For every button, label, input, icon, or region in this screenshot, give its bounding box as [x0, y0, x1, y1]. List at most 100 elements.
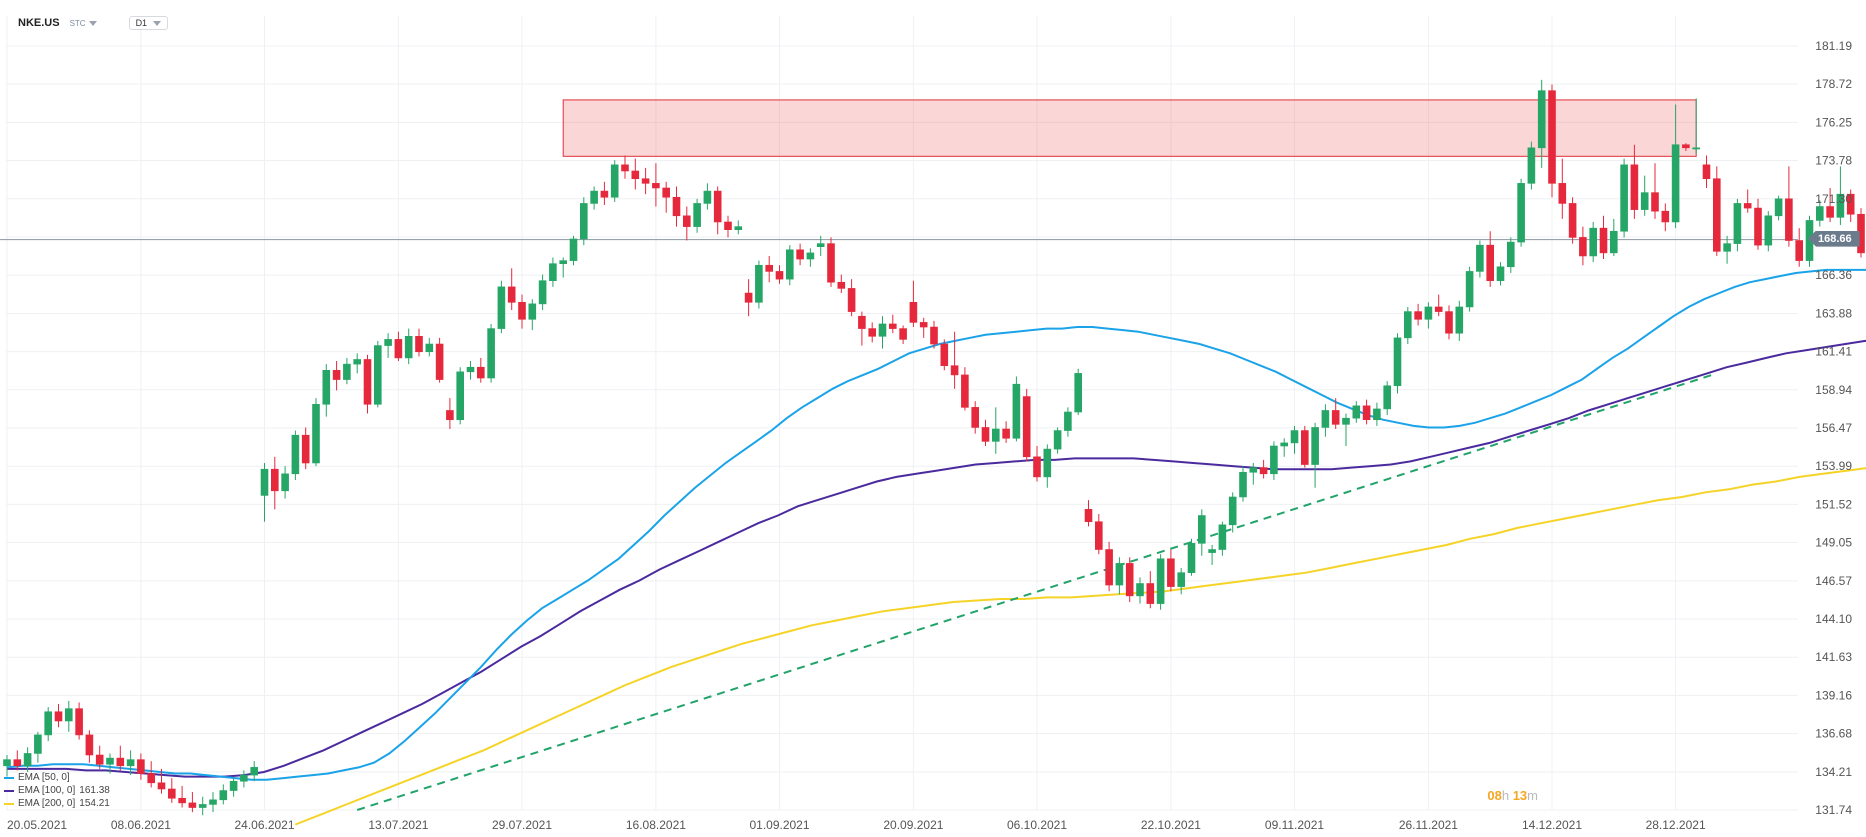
candle[interactable]	[1733, 198, 1742, 252]
candle[interactable]	[34, 731, 42, 763]
candle[interactable]	[785, 245, 794, 286]
candle[interactable]	[621, 155, 629, 179]
candle[interactable]	[168, 778, 176, 803]
legend-ema50[interactable]: EMA [50, 0]	[4, 771, 110, 784]
candle[interactable]	[1589, 221, 1597, 263]
candle[interactable]	[1373, 402, 1381, 426]
candle[interactable]	[858, 311, 866, 346]
candle[interactable]	[363, 354, 372, 414]
candle[interactable]	[1352, 401, 1361, 423]
candle[interactable]	[384, 333, 392, 358]
candle[interactable]	[827, 237, 835, 287]
candle[interactable]	[1558, 158, 1567, 219]
candle[interactable]	[1033, 445, 1041, 482]
candle[interactable]	[868, 322, 877, 343]
candle[interactable]	[961, 367, 969, 411]
candle[interactable]	[652, 163, 660, 207]
candle[interactable]	[178, 785, 186, 808]
candle[interactable]	[1702, 155, 1711, 188]
candle[interactable]	[353, 353, 362, 374]
candle[interactable]	[1043, 444, 1052, 488]
candle[interactable]	[1362, 399, 1371, 425]
candle[interactable]	[1836, 166, 1845, 226]
candle[interactable]	[806, 248, 815, 267]
candle[interactable]	[1414, 303, 1422, 326]
candle[interactable]	[991, 407, 1000, 454]
candle[interactable]	[291, 430, 300, 480]
candle[interactable]	[188, 792, 197, 813]
candle[interactable]	[65, 700, 73, 732]
candle[interactable]	[878, 316, 887, 349]
y-axis[interactable]: 181.19178.72176.25173.78171.30168.83166.…	[1815, 39, 1852, 817]
candle[interactable]	[270, 456, 279, 510]
candle[interactable]	[116, 745, 125, 771]
candle[interactable]	[579, 197, 588, 246]
candle[interactable]	[1383, 381, 1391, 416]
candle[interactable]	[1270, 441, 1278, 480]
candle[interactable]	[332, 361, 341, 391]
candle[interactable]	[518, 294, 526, 329]
candle[interactable]	[1342, 413, 1350, 446]
legend-ema200[interactable]: EMA [200, 0] 154.21	[4, 797, 110, 810]
candle[interactable]	[1486, 231, 1494, 287]
candle[interactable]	[713, 186, 722, 235]
candle[interactable]	[404, 328, 413, 365]
candle[interactable]	[3, 754, 11, 777]
candle[interactable]	[1146, 571, 1155, 609]
candle[interactable]	[1630, 144, 1639, 219]
candle[interactable]	[796, 243, 804, 266]
candle[interactable]	[662, 181, 671, 213]
candle[interactable]	[1826, 187, 1834, 222]
candle[interactable]	[54, 704, 63, 728]
candle[interactable]	[1846, 189, 1855, 222]
candle[interactable]	[260, 462, 269, 522]
candlesticks[interactable]	[3, 79, 1866, 816]
candle[interactable]	[1774, 195, 1783, 221]
candle[interactable]	[1754, 198, 1762, 250]
candle[interactable]	[106, 753, 114, 774]
candle[interactable]	[126, 750, 135, 776]
candle[interactable]	[1301, 425, 1309, 468]
candle[interactable]	[1651, 163, 1659, 219]
candle[interactable]	[1527, 141, 1536, 190]
candle[interactable]	[693, 198, 701, 233]
candle[interactable]	[373, 340, 382, 408]
candle[interactable]	[229, 778, 238, 797]
candle[interactable]	[971, 401, 980, 434]
candle[interactable]	[394, 331, 403, 362]
candle[interactable]	[1568, 197, 1577, 244]
candle[interactable]	[899, 325, 907, 345]
candle[interactable]	[631, 158, 640, 190]
candle[interactable]	[198, 796, 207, 816]
candle[interactable]	[456, 367, 465, 425]
candle[interactable]	[569, 235, 578, 266]
candle[interactable]	[1177, 568, 1185, 595]
candle[interactable]	[23, 747, 32, 772]
candle[interactable]	[1249, 462, 1258, 485]
candle[interactable]	[1393, 333, 1402, 394]
candle[interactable]	[1507, 237, 1515, 273]
candle[interactable]	[672, 186, 681, 227]
candle[interactable]	[1064, 407, 1072, 437]
candle[interactable]	[1692, 98, 1700, 154]
candle[interactable]	[250, 761, 258, 782]
candle[interactable]	[1517, 178, 1525, 247]
candle[interactable]	[1105, 541, 1113, 592]
candle[interactable]	[1537, 79, 1546, 168]
candle[interactable]	[1280, 438, 1288, 457]
candle[interactable]	[487, 323, 495, 383]
candle[interactable]	[1002, 421, 1010, 443]
candle[interactable]	[909, 280, 918, 328]
candle[interactable]	[281, 466, 289, 499]
candle[interactable]	[507, 268, 516, 311]
candle[interactable]	[1599, 215, 1608, 260]
candle[interactable]	[343, 357, 351, 385]
candle[interactable]	[1084, 500, 1093, 527]
candle[interactable]	[538, 274, 547, 311]
candle[interactable]	[816, 235, 825, 256]
candle[interactable]	[744, 279, 753, 317]
candle[interactable]	[219, 784, 228, 805]
candle[interactable]	[1455, 300, 1464, 341]
candle[interactable]	[1321, 404, 1330, 437]
candle[interactable]	[1661, 203, 1670, 232]
